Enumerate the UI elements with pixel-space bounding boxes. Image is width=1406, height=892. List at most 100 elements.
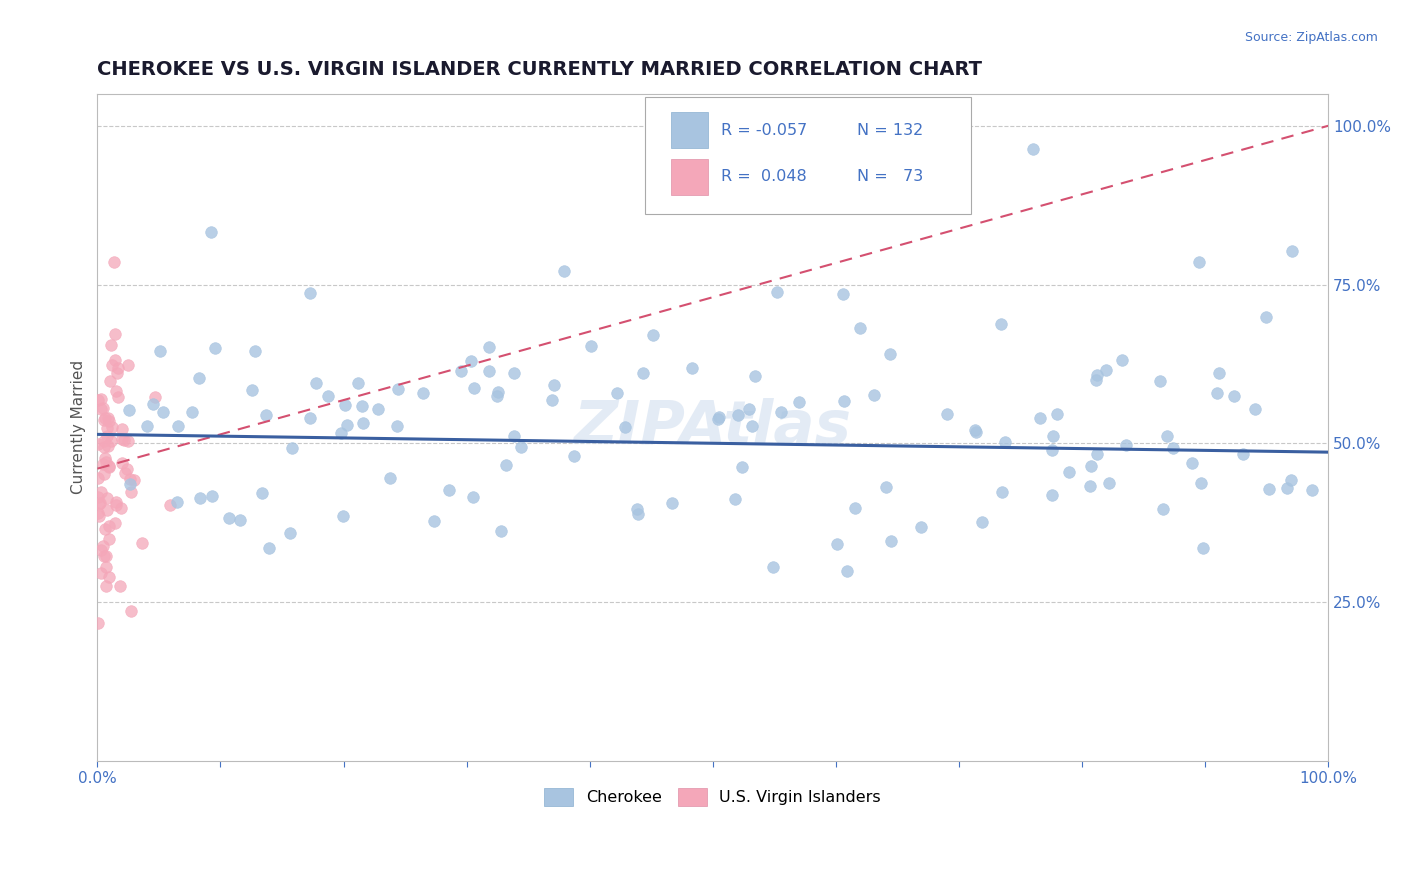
Point	[204, 341, 226, 355]
Point	[1094, 363, 1116, 377]
Point	[105, 384, 128, 398]
Point	[641, 328, 664, 343]
Point	[844, 501, 866, 516]
Point	[991, 485, 1014, 500]
Point	[463, 381, 485, 395]
Point	[412, 386, 434, 401]
Point	[111, 422, 134, 436]
Point	[439, 483, 461, 498]
Point	[832, 287, 855, 301]
Point	[96, 491, 118, 506]
Point	[553, 263, 575, 277]
Point	[1232, 447, 1254, 461]
Point	[1301, 483, 1323, 497]
Point	[614, 420, 637, 434]
Point	[1187, 254, 1209, 268]
Point	[87, 437, 110, 451]
Point	[1275, 481, 1298, 495]
Point	[89, 497, 111, 511]
Point	[661, 496, 683, 510]
Point	[96, 503, 118, 517]
Point	[190, 491, 212, 505]
Point	[1281, 473, 1303, 487]
Point	[606, 386, 628, 401]
Point	[240, 383, 263, 397]
Point	[96, 439, 118, 453]
Point	[352, 417, 374, 431]
Point	[450, 363, 472, 377]
Point	[1028, 411, 1050, 425]
Point	[110, 500, 132, 515]
Point	[972, 515, 994, 529]
Point	[117, 358, 139, 372]
Point	[1084, 374, 1107, 388]
Point	[103, 255, 125, 269]
Point	[299, 410, 322, 425]
Point	[765, 285, 787, 299]
Point	[1085, 368, 1108, 383]
Point	[347, 376, 370, 390]
Point	[1115, 437, 1137, 451]
Point	[1078, 478, 1101, 492]
Point	[94, 450, 117, 465]
Point	[100, 338, 122, 352]
Point	[423, 514, 446, 528]
Point	[1257, 482, 1279, 496]
Point	[97, 518, 120, 533]
Point	[387, 382, 409, 396]
Point	[1244, 402, 1267, 417]
Point	[495, 458, 517, 472]
Point	[257, 541, 280, 555]
Point	[94, 522, 117, 536]
Point	[159, 498, 181, 512]
Point	[1156, 429, 1178, 443]
Point	[250, 486, 273, 500]
Point	[305, 376, 328, 390]
Point	[91, 401, 114, 416]
Point	[111, 432, 134, 446]
Point	[93, 410, 115, 425]
Point	[1040, 488, 1063, 502]
Point	[631, 366, 654, 380]
Point	[107, 361, 129, 376]
Point	[910, 520, 932, 534]
Point	[330, 426, 353, 441]
Point	[93, 549, 115, 563]
Point	[87, 491, 110, 505]
Point	[825, 537, 848, 551]
Point	[100, 374, 122, 388]
Point	[1161, 441, 1184, 455]
Point	[350, 399, 373, 413]
Point	[1042, 429, 1064, 443]
Point	[93, 413, 115, 427]
Point	[104, 353, 127, 368]
Point	[254, 408, 277, 422]
Point	[1189, 475, 1212, 490]
Point	[93, 467, 115, 482]
Point	[478, 364, 501, 378]
Point	[1256, 310, 1278, 325]
FancyBboxPatch shape	[671, 159, 707, 194]
Point	[94, 549, 117, 564]
Point	[367, 401, 389, 416]
Point	[201, 489, 224, 503]
Point	[97, 414, 120, 428]
Point	[167, 418, 190, 433]
FancyBboxPatch shape	[645, 97, 972, 214]
Point	[131, 536, 153, 550]
Point	[1149, 374, 1171, 388]
Point	[333, 398, 356, 412]
Point	[96, 421, 118, 435]
Point	[104, 516, 127, 530]
Point	[849, 321, 872, 335]
Point	[118, 472, 141, 486]
Point	[724, 491, 747, 506]
Point	[562, 449, 585, 463]
Y-axis label: Currently Married: Currently Married	[72, 360, 86, 494]
Legend: Cherokee, U.S. Virgin Islanders: Cherokee, U.S. Virgin Islanders	[538, 781, 887, 813]
Point	[142, 397, 165, 411]
Point	[115, 461, 138, 475]
Point	[1191, 541, 1213, 556]
Point	[124, 474, 146, 488]
Point	[89, 496, 111, 510]
